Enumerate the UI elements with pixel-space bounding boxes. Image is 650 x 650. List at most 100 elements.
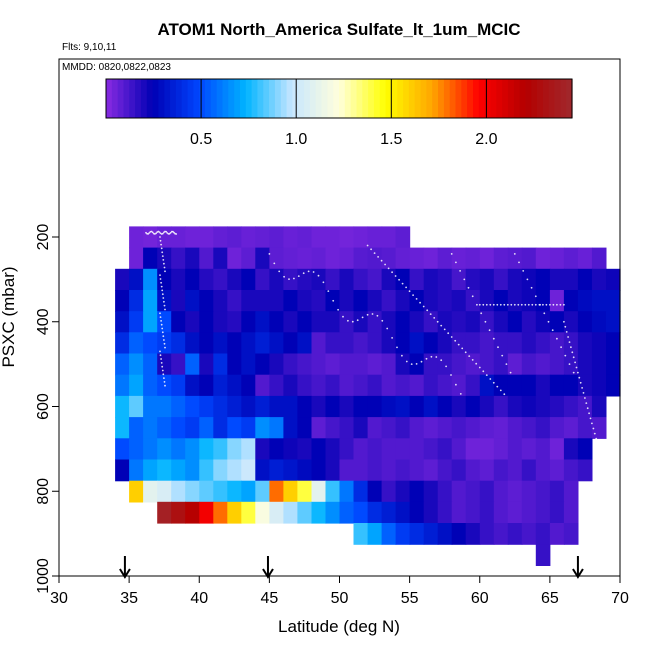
heatmap-cell	[283, 353, 298, 376]
heatmap-cell	[381, 395, 397, 418]
track-dot	[526, 278, 529, 281]
heatmap-cell	[185, 311, 200, 333]
track-dot	[489, 303, 492, 306]
heatmap-cell	[199, 290, 214, 312]
heatmap-cell	[269, 501, 284, 524]
heatmap-cell	[283, 395, 298, 418]
heatmap-cell	[199, 480, 214, 503]
heatmap-cell	[451, 523, 467, 545]
heatmap-cell	[465, 374, 481, 397]
x-tick-label: 35	[120, 590, 138, 607]
heatmap-cell	[227, 268, 242, 291]
heatmap-cell	[339, 226, 355, 249]
track-dot	[161, 331, 164, 334]
colorbar-segment	[449, 79, 457, 118]
heatmap-cell	[269, 417, 284, 439]
track-dot	[503, 303, 506, 306]
colorbar-segment	[181, 79, 189, 118]
heatmap-cell	[451, 438, 467, 461]
track-dot	[505, 363, 508, 365]
heatmap-cell	[535, 523, 551, 545]
track-dot	[459, 270, 461, 272]
track-dot	[471, 359, 474, 361]
heatmap-cell	[521, 459, 537, 482]
track-dot	[593, 432, 596, 435]
heatmap-cell	[269, 268, 284, 291]
heatmap-cell	[255, 311, 270, 333]
heatmap-cell	[423, 268, 439, 291]
track-dot	[450, 336, 453, 338]
heatmap-cell	[269, 395, 284, 418]
heatmap-cell	[297, 268, 312, 291]
colorbar-segment	[251, 79, 258, 118]
heatmap-cell	[227, 353, 242, 376]
heatmap-cell	[353, 374, 369, 397]
track-dot	[366, 244, 369, 247]
y-tick-label: 1000	[35, 558, 52, 594]
colorbar-segment	[507, 79, 515, 118]
colorbar-segment	[170, 79, 177, 118]
track-dot	[596, 442, 599, 445]
heatmap-cell	[297, 501, 312, 524]
heatmap-cell	[283, 290, 298, 312]
heatmap-cell	[493, 480, 509, 503]
heatmap-cell	[507, 247, 523, 270]
track-dot	[586, 407, 589, 410]
heatmap-cell	[451, 480, 467, 503]
colorbar-segment	[478, 79, 486, 118]
heatmap-cell	[577, 395, 593, 418]
heatmap-cell	[171, 353, 186, 376]
track-dot	[464, 351, 467, 354]
track-dot	[425, 357, 428, 360]
colorbar-segment	[175, 79, 183, 118]
heatmap-cell	[311, 501, 327, 524]
heatmap-cell	[395, 480, 411, 503]
heatmap-cell	[143, 332, 158, 355]
heatmap-cell	[395, 459, 411, 482]
heatmap-cell	[297, 417, 312, 439]
track-dot	[468, 355, 471, 357]
heatmap-cell	[115, 353, 130, 376]
heatmap-cell	[227, 226, 242, 249]
colorbar-segment	[309, 79, 317, 118]
heatmap-cell	[199, 395, 214, 418]
heatmap-cell	[493, 290, 509, 312]
heatmap-cell	[325, 353, 341, 376]
heatmap-cell	[367, 290, 383, 312]
track-dot	[455, 383, 457, 386]
heatmap-cell	[227, 417, 242, 439]
colorbar-segment	[344, 79, 352, 118]
heatmap-cell	[297, 374, 312, 397]
track-dot	[415, 363, 418, 365]
heatmap-cell	[507, 438, 523, 461]
heatmap-cell	[269, 353, 284, 376]
heatmap-cell	[129, 395, 144, 418]
track-dot	[422, 305, 425, 308]
colorbar-segment	[245, 79, 253, 118]
track-dot	[412, 294, 414, 296]
track-dot	[578, 376, 581, 379]
track-dot	[433, 317, 436, 319]
y-tick-label: 200	[35, 224, 52, 251]
track-dot	[531, 303, 534, 306]
colorbar-segment	[140, 79, 148, 118]
heatmap-cell	[311, 290, 327, 312]
track-dot	[347, 319, 349, 322]
track-dot	[450, 253, 453, 255]
heatmap-cell	[115, 332, 130, 355]
heatmap-cell	[535, 438, 551, 461]
heatmap-cell	[521, 353, 537, 376]
heatmap-cell	[451, 374, 467, 397]
heatmap-cell	[493, 311, 509, 333]
heatmap-cell	[606, 311, 621, 333]
heatmap-cell	[115, 268, 130, 291]
colorbar-segment	[187, 79, 194, 118]
heatmap-cell	[563, 311, 579, 333]
heatmap-cell	[339, 395, 355, 418]
track-dot	[556, 303, 558, 306]
heatmap-cell	[297, 395, 312, 418]
colorbar-segment	[146, 79, 154, 118]
heatmap-cell	[199, 459, 214, 482]
heatmap-cell	[535, 332, 551, 355]
heatmap-cell	[353, 226, 369, 249]
